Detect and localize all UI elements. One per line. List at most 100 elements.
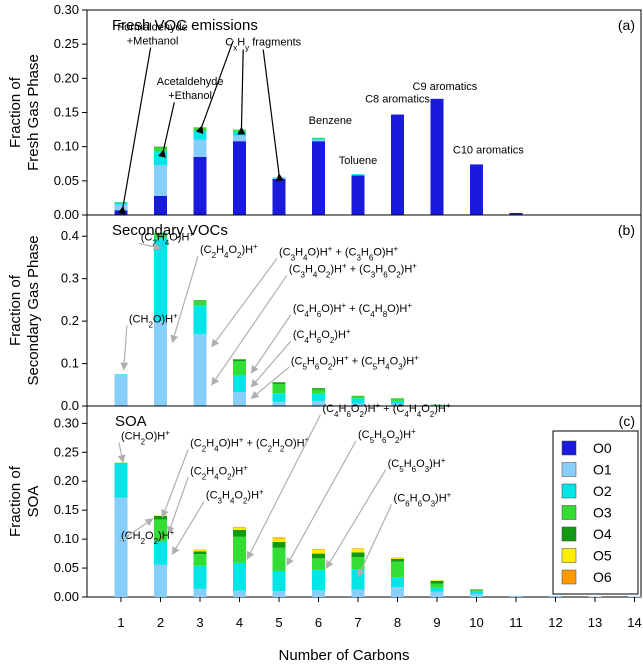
y-tick-label: 0.1 — [61, 356, 79, 371]
legend-label-O1: O1 — [593, 462, 612, 478]
x-tick-label: 8 — [394, 615, 401, 630]
bar-O1-c14 — [628, 596, 641, 597]
x-tick-label: 13 — [588, 615, 602, 630]
legend-label-O2: O2 — [593, 483, 612, 499]
y-tick-label: 0.0 — [61, 398, 79, 413]
bar-O0-c8 — [391, 114, 404, 215]
bar-O3-c7 — [351, 557, 365, 570]
annotation-label: (C5H6O3)H+ — [388, 455, 446, 473]
x-tick-label: 14 — [627, 615, 641, 630]
bar-O1-c6 — [312, 139, 325, 142]
bar-O4-c8 — [391, 398, 404, 399]
bar-O3-c3 — [193, 554, 207, 566]
bar-O1-c8 — [391, 587, 404, 597]
bar-O1-c1 — [114, 374, 128, 406]
annotation-arrow — [118, 518, 154, 543]
bar-O3-c7 — [351, 396, 365, 399]
bar-O3-c4 — [233, 361, 246, 376]
bar-O2-c1 — [114, 374, 128, 375]
x-tick-label: 2 — [157, 615, 164, 630]
bar-O1-c7 — [351, 174, 365, 176]
bar-O4-c4 — [233, 529, 246, 537]
annotation-label: Toluene — [339, 155, 378, 167]
annotation-arrow — [211, 274, 288, 386]
annotation-arrow — [170, 256, 199, 344]
annotation-label: (C4H6O2)H+ + (C4H4O2)H+ — [322, 400, 450, 418]
annotation-label: +Ethanol — [168, 90, 212, 102]
legend-swatch-O3 — [561, 505, 577, 520]
legend-swatch-O6 — [561, 569, 577, 585]
bar-O0-c9 — [430, 98, 444, 215]
annotation-arrow — [138, 242, 162, 251]
bar-O3-c3 — [193, 301, 207, 306]
annotation-arrow — [161, 449, 189, 519]
annotation-label: (C2H4O2)H+ — [200, 242, 258, 260]
annotation-label: (CH2O)H+ — [129, 311, 178, 329]
bar-O4-c6 — [312, 388, 325, 390]
bar-O1-c1 — [114, 497, 128, 597]
annotation-arrow — [120, 325, 129, 371]
bar-O2-c9 — [430, 587, 444, 592]
bar-O3-c6 — [312, 558, 325, 570]
annotation-arrow — [262, 49, 284, 182]
bar-O1-c1 — [114, 204, 128, 211]
y-tick-label: 0.25 — [54, 444, 79, 459]
bar-O2-c1 — [114, 463, 128, 498]
legend-swatch-O1 — [561, 462, 577, 477]
bar-O3-c2 — [154, 233, 167, 239]
bar-O5-c6 — [312, 549, 325, 554]
annotation-label: CxHy fragments — [225, 37, 301, 53]
bar-O1-c3 — [193, 139, 207, 157]
y-tick-label: 0.2 — [61, 313, 79, 328]
annotation-arrow — [117, 47, 152, 215]
bar-O0-c10 — [470, 164, 483, 215]
annotation-label: (C3H4O2)H+ + (C3H6O2)H+ — [289, 261, 417, 279]
bar-O1-c8 — [391, 403, 404, 406]
bar-O3-c5 — [272, 547, 286, 571]
bar-O1-c7 — [351, 589, 365, 597]
bar-O2-c6 — [312, 393, 325, 401]
bar-O1-c3 — [193, 333, 207, 406]
annotation-arrow — [211, 257, 278, 348]
y-axis-label: SOA — [25, 486, 42, 518]
legend-label-O4: O4 — [593, 526, 612, 542]
bar-O1-c5 — [272, 178, 286, 179]
y-tick-label: 0.30 — [54, 2, 79, 17]
bar-O3-c9 — [430, 583, 444, 588]
annotation-arrow — [166, 477, 189, 535]
y-tick-label: 0.00 — [54, 589, 79, 604]
bar-O2-c5 — [272, 393, 286, 402]
x-tick-label: 6 — [315, 615, 322, 630]
y-tick-label: 0.25 — [54, 36, 79, 51]
bar-O2-c6 — [312, 569, 325, 591]
annotation-arrow — [250, 366, 290, 399]
annotation-arrow — [250, 340, 292, 388]
x-tick-label: 9 — [433, 615, 440, 630]
bar-O1-c4 — [233, 590, 246, 597]
bar-O2-c4 — [233, 131, 246, 136]
bar-O5-c8 — [391, 557, 404, 559]
bar-O1-c5 — [272, 591, 286, 597]
bar-O2-c7 — [351, 398, 365, 404]
bar-O1-c2 — [154, 564, 167, 597]
bar-O5-c5 — [272, 538, 286, 543]
y-tick-label: 0.15 — [54, 502, 79, 517]
bar-O1-c2 — [154, 321, 167, 406]
bar-O1-c12 — [549, 595, 562, 597]
annotation-arrow — [117, 442, 126, 464]
bar-O2-c5 — [272, 570, 286, 592]
annotation-label: (C5H6O2)H+ — [358, 426, 416, 444]
bar-O0-c7 — [351, 175, 365, 215]
x-tick-label: 4 — [236, 615, 243, 630]
bar-O4-c5 — [272, 542, 286, 548]
bar-O1-c13 — [588, 596, 602, 597]
x-tick-label: 5 — [275, 615, 282, 630]
legend: O0 O1 O2 O3 O4 O5 O6 — [552, 430, 639, 595]
bar-O1-c6 — [312, 590, 325, 597]
bar-O3-c4 — [233, 129, 246, 132]
bar-O1-c10 — [470, 594, 483, 597]
y-axis-label: Fresh Gas Phase — [25, 54, 42, 171]
bar-O2-c4 — [233, 562, 246, 591]
y-tick-label: 0.05 — [54, 560, 79, 575]
panel-title: SOA — [115, 413, 147, 430]
